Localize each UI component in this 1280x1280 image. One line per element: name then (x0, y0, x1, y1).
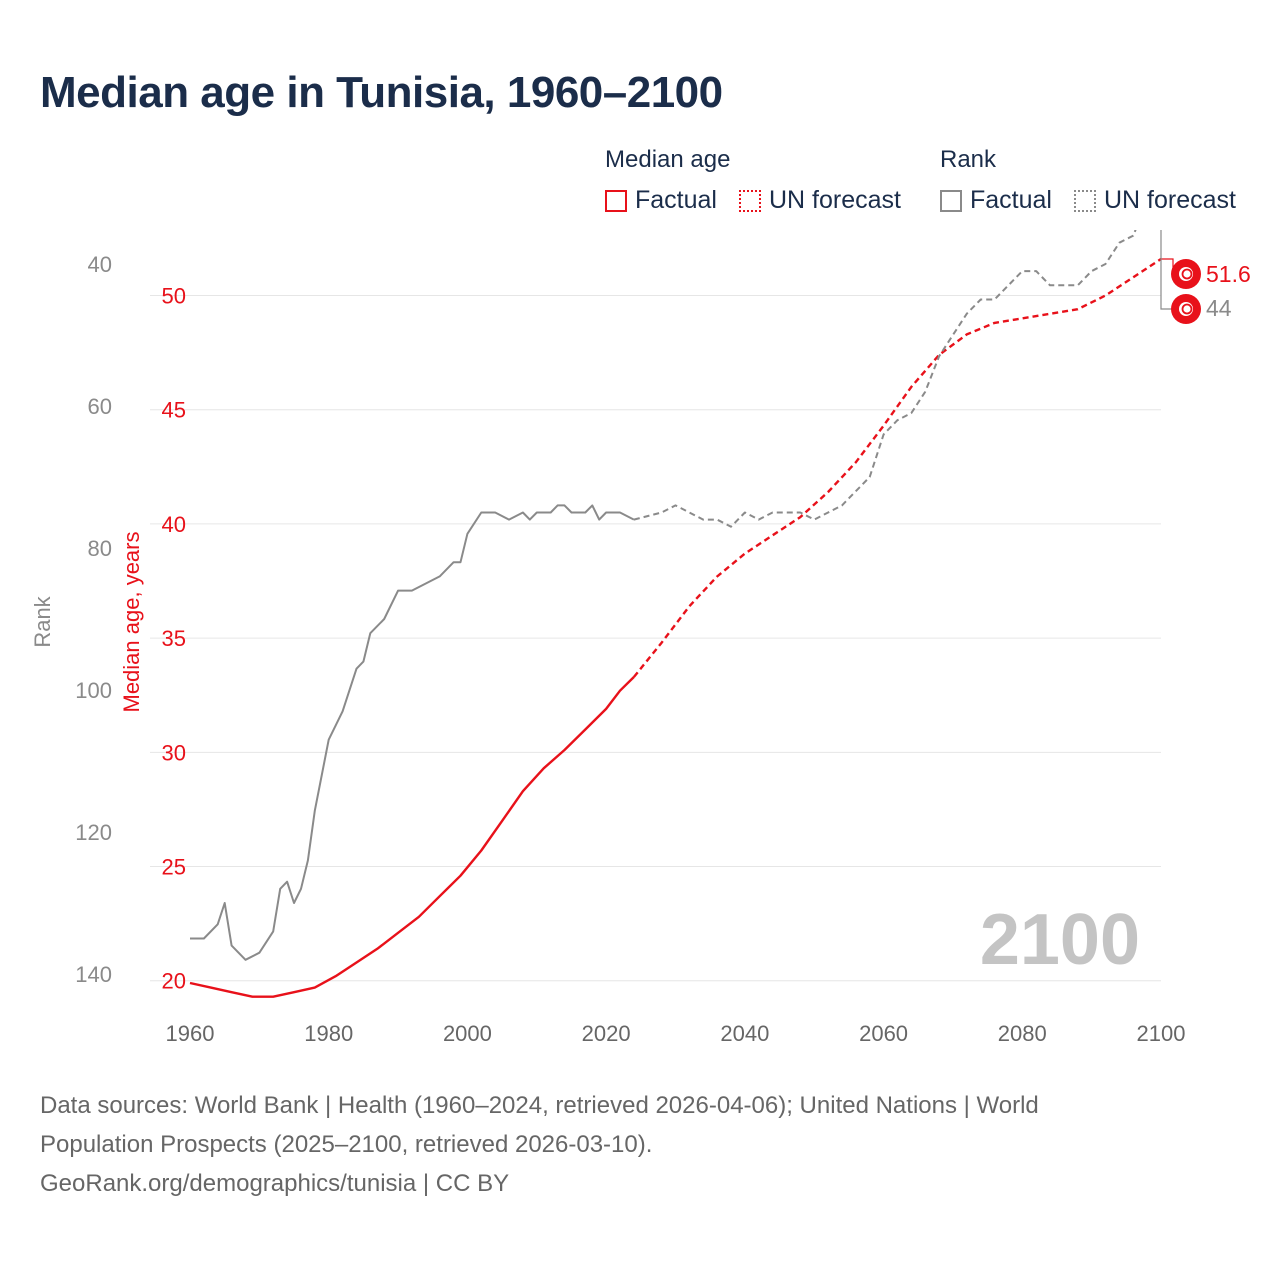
rank-end-flag-crescent (1181, 303, 1193, 315)
legend-rank-factual-label: Factual (970, 186, 1052, 214)
median-axis-title: Median age, years (119, 532, 144, 713)
median-age-forecast-line (632, 257, 1162, 678)
x-tick-label: 2100 (1137, 1021, 1186, 1046)
x-tick-label: 1980 (304, 1021, 353, 1046)
legend-median-factual-label: Factual (635, 186, 717, 214)
median-tick-label: 20 (162, 969, 186, 994)
median-age-factual-line (189, 676, 635, 998)
footer: Data sources: World Bank | Health (1960–… (40, 1086, 1240, 1203)
x-tick-label: 2060 (859, 1021, 908, 1046)
legend-median-heading: Median age (605, 146, 731, 173)
legend-median-factual[interactable]: Factual (605, 186, 717, 215)
rank-tick-label: 40 (88, 252, 112, 277)
legend-median-factual-swatch (605, 189, 627, 212)
rank-tick-label: 140 (75, 962, 112, 987)
legend-median-forecast-label: UN forecast (769, 186, 901, 214)
x-tick-label: 2020 (582, 1021, 631, 1046)
legend-median-forecast-swatch (739, 189, 761, 212)
footer-credit-line: GeoRank.org/demographics/tunisia | CC BY (40, 1170, 510, 1197)
median-tick-label: 50 (162, 284, 186, 309)
legend-rank-factual-swatch (940, 189, 962, 212)
legend-rank-factual[interactable]: Factual (940, 186, 1052, 215)
x-tick-label: 2080 (998, 1021, 1047, 1046)
legend-rank-forecast[interactable]: UN forecast (1074, 186, 1236, 215)
footer-source-line-1: Data sources: World Bank | Health (1960–… (40, 1092, 1039, 1119)
rank-tick-label: 120 (75, 820, 112, 845)
legend-median-forecast[interactable]: UN forecast (739, 186, 901, 215)
rank-end-label: 44 (1206, 295, 1232, 321)
median-age-chart: 20 25 30 35 40 45 50 40 60 80 100 120 140 1960 1980 200… (30, 230, 1251, 1046)
footer-source-line-2: Population Prospects (2025–2100, retriev… (40, 1131, 653, 1158)
rank-end-connector (1160, 230, 1172, 310)
median-tick-label: 40 (162, 512, 186, 537)
x-tick-label: 2000 (443, 1021, 492, 1046)
median-tick-label: 45 (162, 398, 186, 423)
chart-title: Median age in Tunisia, 1960–2100 (40, 68, 723, 117)
median-tick-label: 25 (162, 855, 186, 880)
rank-axis-title: Rank (30, 595, 55, 647)
legend-rank-forecast-swatch (1074, 189, 1096, 212)
legend-rank-forecast-label: UN forecast (1104, 186, 1236, 214)
rank-tick-label: 60 (88, 394, 112, 419)
x-tick-label: 2040 (720, 1021, 769, 1046)
rank-forecast-line (633, 230, 1137, 528)
median-end-flag-crescent (1181, 268, 1193, 280)
median-tick-label: 30 (162, 740, 186, 765)
rank-factual-line (190, 504, 635, 961)
median-tick-label: 35 (162, 626, 186, 651)
legend-rank-heading: Rank (940, 146, 997, 173)
median-end-label: 51.6 (1206, 261, 1251, 287)
rank-tick-label: 100 (75, 678, 112, 703)
rank-tick-label: 80 (88, 536, 112, 561)
x-tick-label: 1960 (166, 1021, 215, 1046)
year-watermark: 2100 (980, 900, 1140, 980)
